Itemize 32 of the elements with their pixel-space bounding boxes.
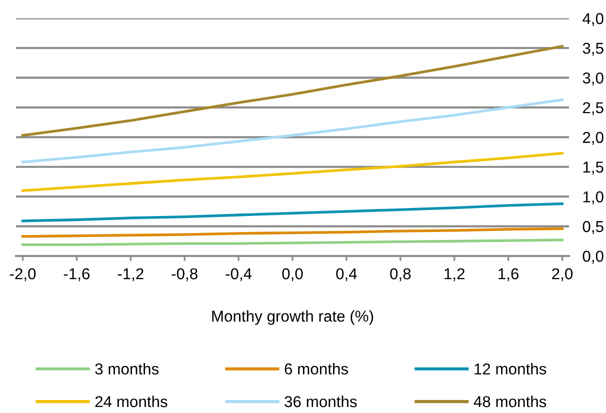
line-series: [21, 44, 564, 137]
line-series: [21, 227, 564, 238]
x-tick-label: -1,2: [118, 268, 144, 282]
x-tick-label: -0,8: [172, 268, 198, 282]
y-tick-label: 3,0: [582, 72, 604, 86]
y-tick-label: 2,0: [582, 132, 604, 145]
x-tick-label: -1,6: [64, 268, 90, 282]
legend-label: 6 months: [284, 363, 348, 375]
x-tick-label: -2,0: [10, 268, 36, 282]
legend-label: 24 months: [95, 396, 168, 408]
y-tick-label: 0,5: [582, 221, 604, 234]
line-series: [21, 152, 564, 192]
x-tick-label: -0,4: [226, 268, 252, 282]
legend-label: 3 months: [95, 363, 159, 375]
x-tick-label: 1,6: [498, 268, 519, 282]
y-tick-label: 1,5: [583, 162, 604, 175]
x-tick-label: 0,8: [390, 268, 411, 282]
legend-label: 36 months: [284, 396, 357, 408]
x-tick-label: 0,0: [282, 268, 303, 282]
x-tick-label: 1,2: [444, 268, 464, 282]
y-tick-label: 4,0: [582, 13, 604, 26]
y-tick-label: 2,5: [582, 102, 604, 116]
line-series: [21, 98, 564, 164]
y-tick-label: 3,5: [582, 42, 604, 56]
line-series: [21, 202, 564, 222]
x-axis-title: Monthy growth rate (%): [212, 310, 374, 325]
y-tick-label: 1,0: [583, 191, 604, 204]
x-tick-label: 2,0: [552, 268, 573, 282]
legend-label: 48 months: [474, 396, 546, 408]
x-tick-label: 0,4: [336, 268, 357, 282]
y-tick-label: 0,0: [582, 250, 604, 264]
legend-label: 12 months: [474, 363, 546, 375]
